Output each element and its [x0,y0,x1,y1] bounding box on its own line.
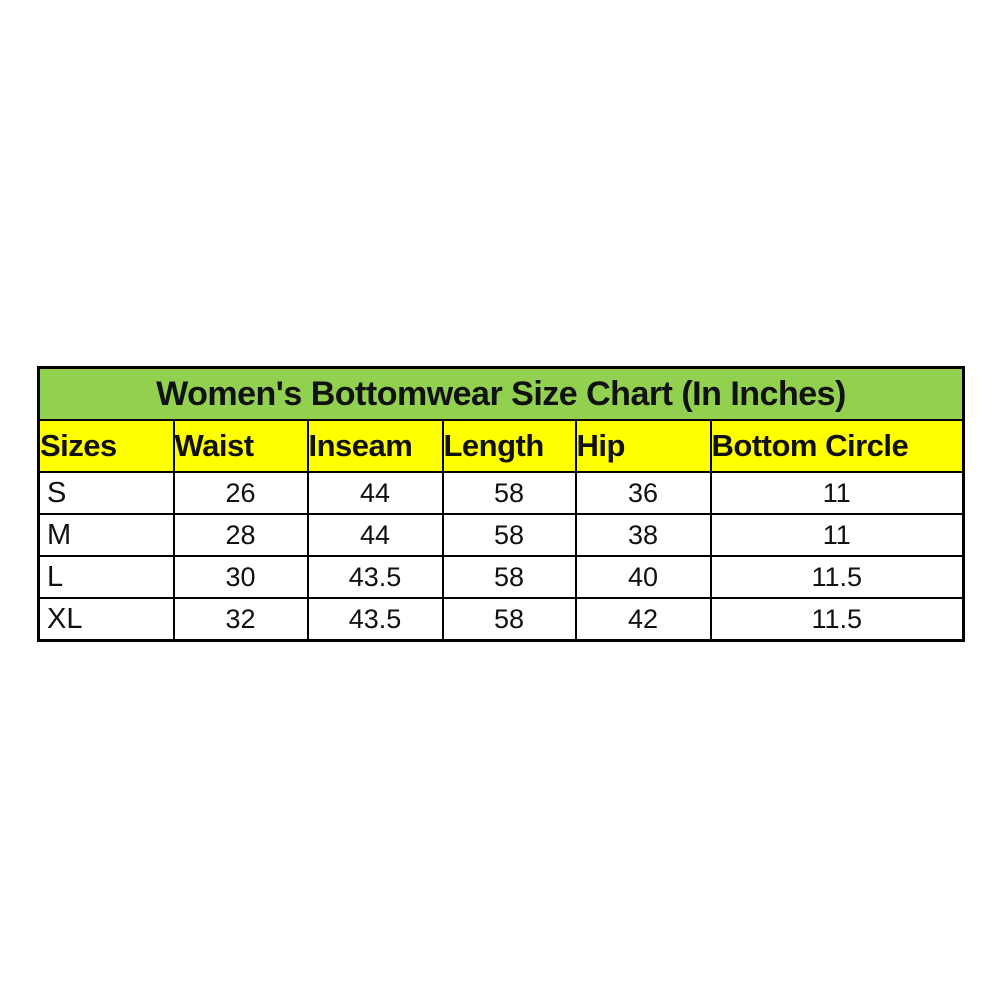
column-header-bottom-circle: Bottom Circle [709,419,965,473]
length-value: 58 [441,471,577,515]
hip-value: 38 [574,513,712,557]
bottom-circle-value: 11.5 [709,555,965,599]
size-label: XL [37,597,175,642]
waist-value: 28 [172,513,309,557]
table-row-m: M 28 44 58 38 11 [37,513,965,557]
waist-value: 26 [172,471,309,515]
hip-value: 42 [574,597,712,642]
column-header-length: Length [441,419,577,473]
table-row-s: S 26 44 58 36 11 [37,471,965,515]
table-row-xl: XL 32 43.5 58 42 11.5 [37,597,965,642]
size-label: L [37,555,175,599]
chart-title: Women's Bottomwear Size Chart (In Inches… [37,366,965,421]
bottom-circle-value: 11 [709,513,965,557]
inseam-value: 43.5 [306,597,444,642]
length-value: 58 [441,597,577,642]
inseam-value: 44 [306,513,444,557]
length-value: 58 [441,555,577,599]
length-value: 58 [441,513,577,557]
size-chart-table: Women's Bottomwear Size Chart (In Inches… [37,366,966,642]
inseam-value: 44 [306,471,444,515]
column-header-waist: Waist [172,419,309,473]
waist-value: 32 [172,597,309,642]
size-label: M [37,513,175,557]
bottom-circle-value: 11 [709,471,965,515]
table-row-l: L 30 43.5 58 40 11.5 [37,555,965,599]
chart-title-row: Women's Bottomwear Size Chart (In Inches… [37,366,965,421]
column-header-hip: Hip [574,419,712,473]
bottom-circle-value: 11.5 [709,597,965,642]
waist-value: 30 [172,555,309,599]
size-label: S [37,471,175,515]
table-header-row: Sizes Waist Inseam Length Hip Bottom Cir… [37,419,965,473]
hip-value: 40 [574,555,712,599]
hip-value: 36 [574,471,712,515]
inseam-value: 43.5 [306,555,444,599]
column-header-inseam: Inseam [306,419,444,473]
column-header-sizes: Sizes [37,419,175,473]
